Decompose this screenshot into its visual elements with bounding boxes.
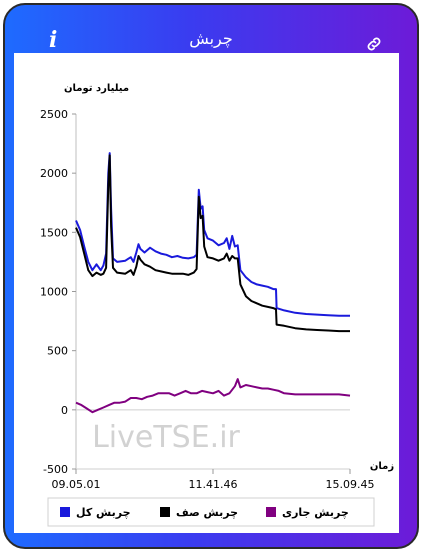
page-title: چربش <box>189 29 233 48</box>
legend-swatch-0 <box>60 507 70 517</box>
y-tick-label: 1000 <box>40 286 68 299</box>
chart-panel: میلیارد تومان زمان LiveTSE.ir 2500 2000 15… <box>14 53 399 533</box>
watermark: LiveTSE.ir <box>92 420 240 455</box>
y-tick-label: 2500 <box>40 108 68 121</box>
legend-box <box>47 497 375 527</box>
legend-swatch-2 <box>266 507 276 517</box>
y-tick-label: 1500 <box>40 226 68 239</box>
info-icon[interactable]: i <box>49 27 58 53</box>
legend-swatch-1 <box>160 507 170 517</box>
x-tick-label: 15.09.45 <box>326 478 375 491</box>
legend-label-1: چربش صف <box>176 506 238 519</box>
y-tick-label: -500 <box>43 463 68 476</box>
header: i چربش <box>5 5 417 57</box>
legend-label-0: چربش کل <box>76 506 131 519</box>
series-line-1 <box>75 154 350 333</box>
legend-label-2: چربش جاری <box>282 506 349 519</box>
series-line-0 <box>75 152 350 317</box>
chart: میلیارد تومان زمان LiveTSE.ir 2500 2000 15… <box>40 83 394 527</box>
series-line-2 <box>75 378 351 414</box>
x-tick-label: 11.41.46 <box>189 478 238 491</box>
x-axis-label: زمان <box>370 461 394 472</box>
y-axis-label: میلیارد تومان <box>64 83 129 94</box>
y-tick-label: 0 <box>61 404 68 417</box>
x-tick-label: 09.05.01 <box>52 478 101 491</box>
legend: چربش جاری چربش صف چربش کل <box>47 497 375 527</box>
link-icon[interactable] <box>365 35 383 53</box>
y-tick-label: 2000 <box>40 167 68 180</box>
y-tick-label: 500 <box>47 345 68 358</box>
